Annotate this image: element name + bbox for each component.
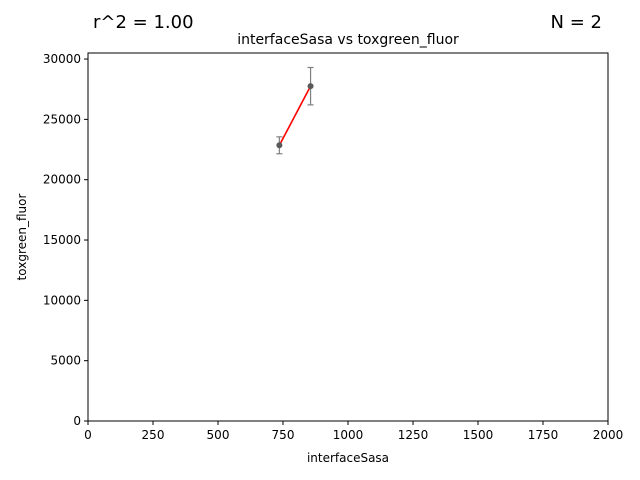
x-tick-label: 1000: [333, 428, 364, 442]
y-tick-label: 0: [73, 414, 81, 428]
x-tick-label: 750: [272, 428, 295, 442]
fit-line: [278, 85, 312, 146]
y-axis-label: toxgreen_fluor: [15, 194, 29, 281]
sample-count-annotation: N = 2: [550, 12, 602, 33]
data-point: [307, 83, 314, 90]
y-tick-label: 25000: [43, 112, 81, 126]
data-point: [276, 142, 283, 149]
chart-title: interfaceSasa vs toxgreen_fluor: [237, 32, 459, 48]
plot-frame: [87, 52, 609, 422]
y-tick-label: 30000: [43, 52, 81, 66]
x-tick-label: 500: [207, 428, 230, 442]
r-squared-annotation: r^2 = 1.00: [93, 12, 194, 33]
y-tick-label: 5000: [50, 354, 81, 368]
y-tick-label: 20000: [43, 173, 81, 187]
y-tick-label: 15000: [43, 233, 81, 247]
x-axis-label: interfaceSasa: [307, 451, 389, 465]
x-tick-label: 250: [142, 428, 165, 442]
x-tick-label: 0: [84, 428, 92, 442]
x-tick-label: 2000: [593, 428, 624, 442]
x-tick-label: 1250: [398, 428, 429, 442]
y-tick-label: 10000: [43, 293, 81, 307]
x-tick-label: 1500: [463, 428, 494, 442]
x-tick-label: 1750: [528, 428, 559, 442]
